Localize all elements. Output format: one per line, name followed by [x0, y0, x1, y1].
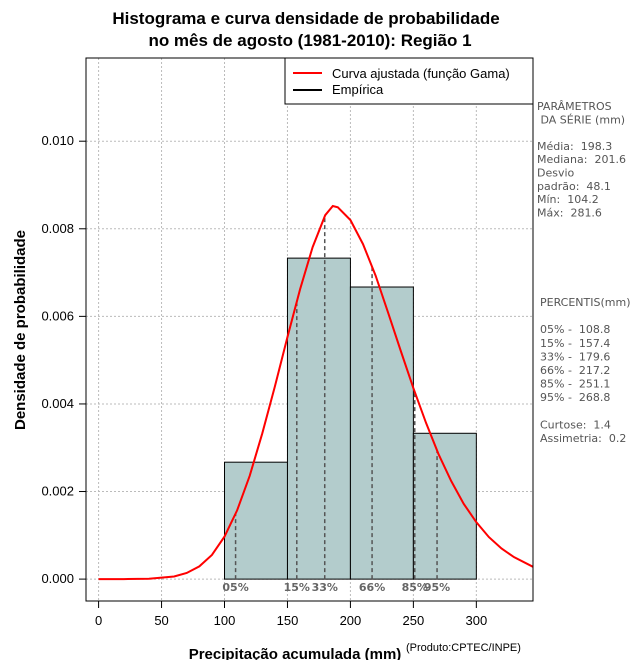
percentile-summary-line-2: 05% - 108.8: [540, 323, 610, 336]
series-parameter-line-7: Mín: 104.2: [537, 193, 599, 206]
x-axis-label: Precipitação acumulada (mm): [189, 646, 402, 660]
histogram-bars: [224, 257, 477, 580]
histogram-bar-2: [349, 286, 414, 580]
series-parameters-panel: PARÂMETROS DA SÉRIE (mm) Média: 198.3Medi…: [537, 100, 626, 219]
x-tick-label-0: 0: [95, 613, 102, 628]
percentile-summary-line-6: 85% - 251.1: [540, 378, 610, 391]
percentile-markers: 05% 15% 33% 66% 85%95%: [222, 216, 450, 594]
series-parameter-line-8: Máx: 281.6: [537, 206, 602, 219]
y-tick-label-1: 0.002: [41, 484, 74, 499]
histogram-bar-0: [224, 461, 288, 580]
histogram-bar-3: [412, 432, 477, 580]
percentile-label-4: 85%: [402, 581, 428, 594]
fitted-curve-line: [98, 204, 534, 581]
x-tick-label-1: 50: [154, 613, 168, 628]
x-tick-label-2: 100: [214, 613, 236, 628]
series-parameter-line-0: PARÂMETROS: [537, 100, 612, 113]
percentile-summary-line-9: Curtose: 1.4: [540, 418, 611, 431]
series-parameter-line-4: Mediana: 201.6: [537, 153, 626, 166]
percentile-label-5: 95%: [424, 581, 450, 594]
x-tick-label-6: 300: [465, 613, 487, 628]
percentile-summary-line-0: PERCENTIS(mm): [540, 296, 631, 309]
chart-title-line-2: no mês de agosto (1981-2010): Região 1: [148, 31, 471, 50]
percentile-summary-line-5: 66% - 217.2: [540, 364, 610, 377]
percentile-label-3: 66%: [359, 581, 385, 594]
y-tick-label-3: 0.006: [41, 308, 74, 323]
y-axis-label: Densidade de probabilidade: [12, 230, 29, 430]
x-tick-label-4: 200: [340, 613, 362, 628]
series-parameter-line-1: DA SÉRIE (mm): [537, 113, 625, 126]
percentile-label-1: 15%: [284, 581, 310, 594]
y-tick-label-5: 0.010: [41, 133, 74, 148]
legend: Curva ajustada (função Gama) Empírica: [284, 57, 534, 105]
product-credit: (Produto:CPTEC/INPE): [406, 642, 521, 654]
series-parameter-line-5: Desvio: [537, 167, 575, 180]
y-tick-label-4: 0.008: [41, 221, 74, 236]
percentiles-panel: PERCENTIS(mm) 05% - 108.815% - 157.433% -…: [540, 296, 631, 445]
percentile-label-0: 05%: [222, 581, 248, 594]
percentile-summary-line-3: 15% - 157.4: [540, 337, 610, 350]
y-tick-label-0: 0.000: [41, 571, 74, 586]
legend-box: [284, 57, 534, 105]
x-tick-label-3: 150: [277, 613, 299, 628]
series-parameter-line-6: padrão: 48.1: [537, 180, 611, 193]
x-tick-label-5: 250: [403, 613, 425, 628]
legend-label-empirical: Empírica: [332, 82, 384, 97]
y-axis-ticks: 0.000 0.002 0.004 0.006 0.008 0.010: [41, 133, 86, 586]
percentile-summary-line-7: 95% - 268.8: [540, 391, 610, 404]
percentile-summary-line-10: Assimetria: 0.2: [540, 432, 626, 445]
histogram-bar-1: [286, 257, 351, 580]
x-axis-ticks: 0 50 100 150 200 250 300: [95, 601, 487, 628]
chart-title-line-1: Histograma e curva densidade de probabil…: [112, 9, 499, 28]
percentile-label-2: 33%: [312, 581, 338, 594]
fitted-curve-layer: [98, 204, 534, 581]
percentile-summary-line-4: 33% - 179.6: [540, 350, 610, 363]
series-parameter-line-3: Média: 198.3: [537, 140, 612, 153]
legend-label-fitted: Curva ajustada (função Gama): [332, 66, 510, 81]
y-tick-label-2: 0.004: [41, 396, 74, 411]
